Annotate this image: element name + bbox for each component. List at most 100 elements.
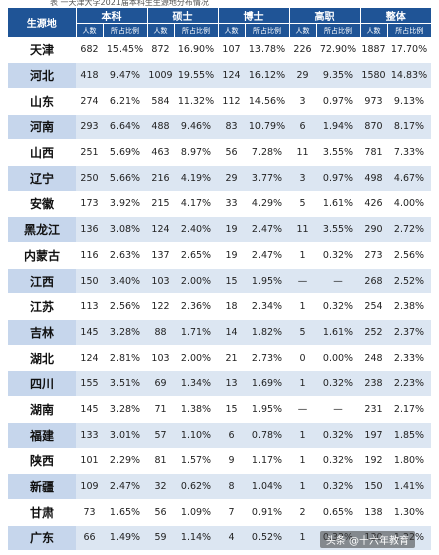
ratio-cell: 2.47% <box>245 216 289 243</box>
count-cell: 136 <box>76 216 103 243</box>
count-cell: 32 <box>147 473 174 500</box>
count-cell: 11 <box>289 216 316 243</box>
ratio-cell: — <box>316 268 360 294</box>
ratio-cell: 1.49% <box>103 525 147 551</box>
count-cell: 226 <box>293 44 312 56</box>
table-row: 河北 418 9.47% 1009 19.55% 124 16.12% 29 9.35% 1580… <box>8 62 431 89</box>
ratio-cell: 2.81% <box>109 352 141 364</box>
count-cell: 103 <box>147 268 174 294</box>
ratio-cell: 1.34% <box>174 370 218 397</box>
province-cell: 山东 <box>29 94 54 109</box>
count-cell: 1 <box>289 422 316 448</box>
ratio-cell: 7.28% <box>251 147 283 159</box>
count-cell: 56 <box>225 147 238 159</box>
count-cell: 1 <box>289 370 316 397</box>
ratio-cell: 4.00% <box>393 198 425 210</box>
count-cell: 14 <box>218 319 245 346</box>
count-cell: 13 <box>218 370 245 397</box>
ratio-cell: — <box>333 403 343 415</box>
ratio-cell: 9.35% <box>316 62 360 89</box>
count-header: 人数 <box>75 23 103 37</box>
count-cell: 83 <box>218 114 245 140</box>
count-cell: 238 <box>360 370 387 397</box>
ratio-cell: 2.37% <box>387 319 431 346</box>
province-cell: 福建 <box>8 422 76 448</box>
ratio-cell: 3.92% <box>109 198 141 210</box>
count-cell: 248 <box>364 352 383 364</box>
ratio-cell: 9.47% <box>103 62 147 89</box>
count-cell: 138 <box>364 506 383 518</box>
province-cell: 河南 <box>8 114 76 140</box>
ratio-cell: 13.78% <box>248 44 286 56</box>
table-body: 天津 682 15.45% 872 16.90% 107 13.78% 226 72.90% 18… <box>8 37 431 551</box>
ratio-cell: 3.77% <box>245 165 289 192</box>
table-row: 山西 251 5.69% 463 8.97% 56 7.28% 11 3.55% 781 7.33% <box>8 140 431 166</box>
count-cell: 150 <box>360 473 387 500</box>
group-header-vocational: 高职 <box>288 8 360 24</box>
province-cell: 江苏 <box>29 300 54 315</box>
province-cell: 湖北 <box>29 351 54 366</box>
province-cell: 新疆 <box>8 473 76 500</box>
ratio-cell: 2.00% <box>180 352 212 364</box>
province-cell: 山西 <box>29 146 54 161</box>
count-cell: 216 <box>147 165 174 192</box>
count-cell: 133 <box>76 422 103 448</box>
ratio-cell: 15.45% <box>106 44 144 56</box>
province-cell: 甘肃 <box>29 505 54 520</box>
count-cell: 273 <box>364 249 383 261</box>
count-cell: 3 <box>289 165 316 192</box>
ratio-cell: 10.79% <box>245 114 289 140</box>
ratio-cell: 0.78% <box>245 422 289 448</box>
count-cell: 6 <box>218 422 245 448</box>
count-cell: 113 <box>80 301 99 313</box>
ratio-cell: 14.83% <box>387 62 431 89</box>
ratio-cell: 1.94% <box>316 114 360 140</box>
count-cell: 274 <box>80 95 99 107</box>
ratio-cell: 17.70% <box>390 44 428 56</box>
table-caption: 表 一天津大学2021届本科生生源地分布情况 <box>50 0 209 7</box>
ratio-cell: 1.41% <box>387 473 431 500</box>
table-row: 江西 150 3.40% 103 2.00% 15 1.95% — —268 2.52% <box>8 268 431 294</box>
ratio-cell: 4.19% <box>174 165 218 192</box>
count-cell: 33 <box>225 198 238 210</box>
count-cell: 781 <box>364 147 383 159</box>
count-cell: 15 <box>218 268 245 294</box>
ratio-cell: 1.69% <box>245 370 289 397</box>
count-cell: 18 <box>225 301 238 313</box>
count-cell: 215 <box>151 198 170 210</box>
count-cell: 101 <box>80 455 99 467</box>
count-cell: 155 <box>76 370 103 397</box>
province-cell: 辽宁 <box>8 165 76 192</box>
ratio-header: 所占比例 <box>244 23 289 37</box>
count-cell: 124 <box>218 62 245 89</box>
ratio-cell: 3.51% <box>103 370 147 397</box>
table-header: 生源地 本科 硕士 博士 高职 整体 人数 所占比例 人数 所占比例 人数 所占… <box>8 8 431 37</box>
ratio-cell: 1.65% <box>109 506 141 518</box>
ratio-cell: 0.91% <box>251 506 283 518</box>
ratio-cell: 72.90% <box>319 44 357 56</box>
count-cell: 973 <box>364 95 383 107</box>
count-cell: 8 <box>218 473 245 500</box>
ratio-cell: 4.67% <box>387 165 431 192</box>
ratio-cell: 3.28% <box>103 319 147 346</box>
ratio-cell: 5.66% <box>103 165 147 192</box>
ratio-cell: 4.29% <box>251 198 283 210</box>
ratio-cell: 0.00% <box>322 352 354 364</box>
ratio-cell: 0.32% <box>316 473 360 500</box>
province-cell: 吉林 <box>8 319 76 346</box>
table-row: 安徽 173 3.92% 215 4.17% 33 4.29% 5 1.61% 426 4.00% <box>8 191 431 217</box>
ratio-cell: 1.95% <box>245 268 289 294</box>
count-cell: 197 <box>360 422 387 448</box>
ratio-header: 所占比例 <box>102 23 147 37</box>
count-cell: 59 <box>147 525 174 551</box>
province-cell: 内蒙古 <box>23 248 60 263</box>
count-cell: 112 <box>222 95 241 107</box>
ratio-cell: 4.17% <box>180 198 212 210</box>
count-cell: 250 <box>76 165 103 192</box>
table-row: 陕西 101 2.29% 81 1.57% 9 1.17% 1 0.32% 192 1.80% <box>8 448 431 474</box>
ratio-cell: 1.57% <box>180 455 212 467</box>
count-cell: 137 <box>151 249 170 261</box>
count-cell: 11 <box>296 147 309 159</box>
ratio-cell: 19.55% <box>174 62 218 89</box>
